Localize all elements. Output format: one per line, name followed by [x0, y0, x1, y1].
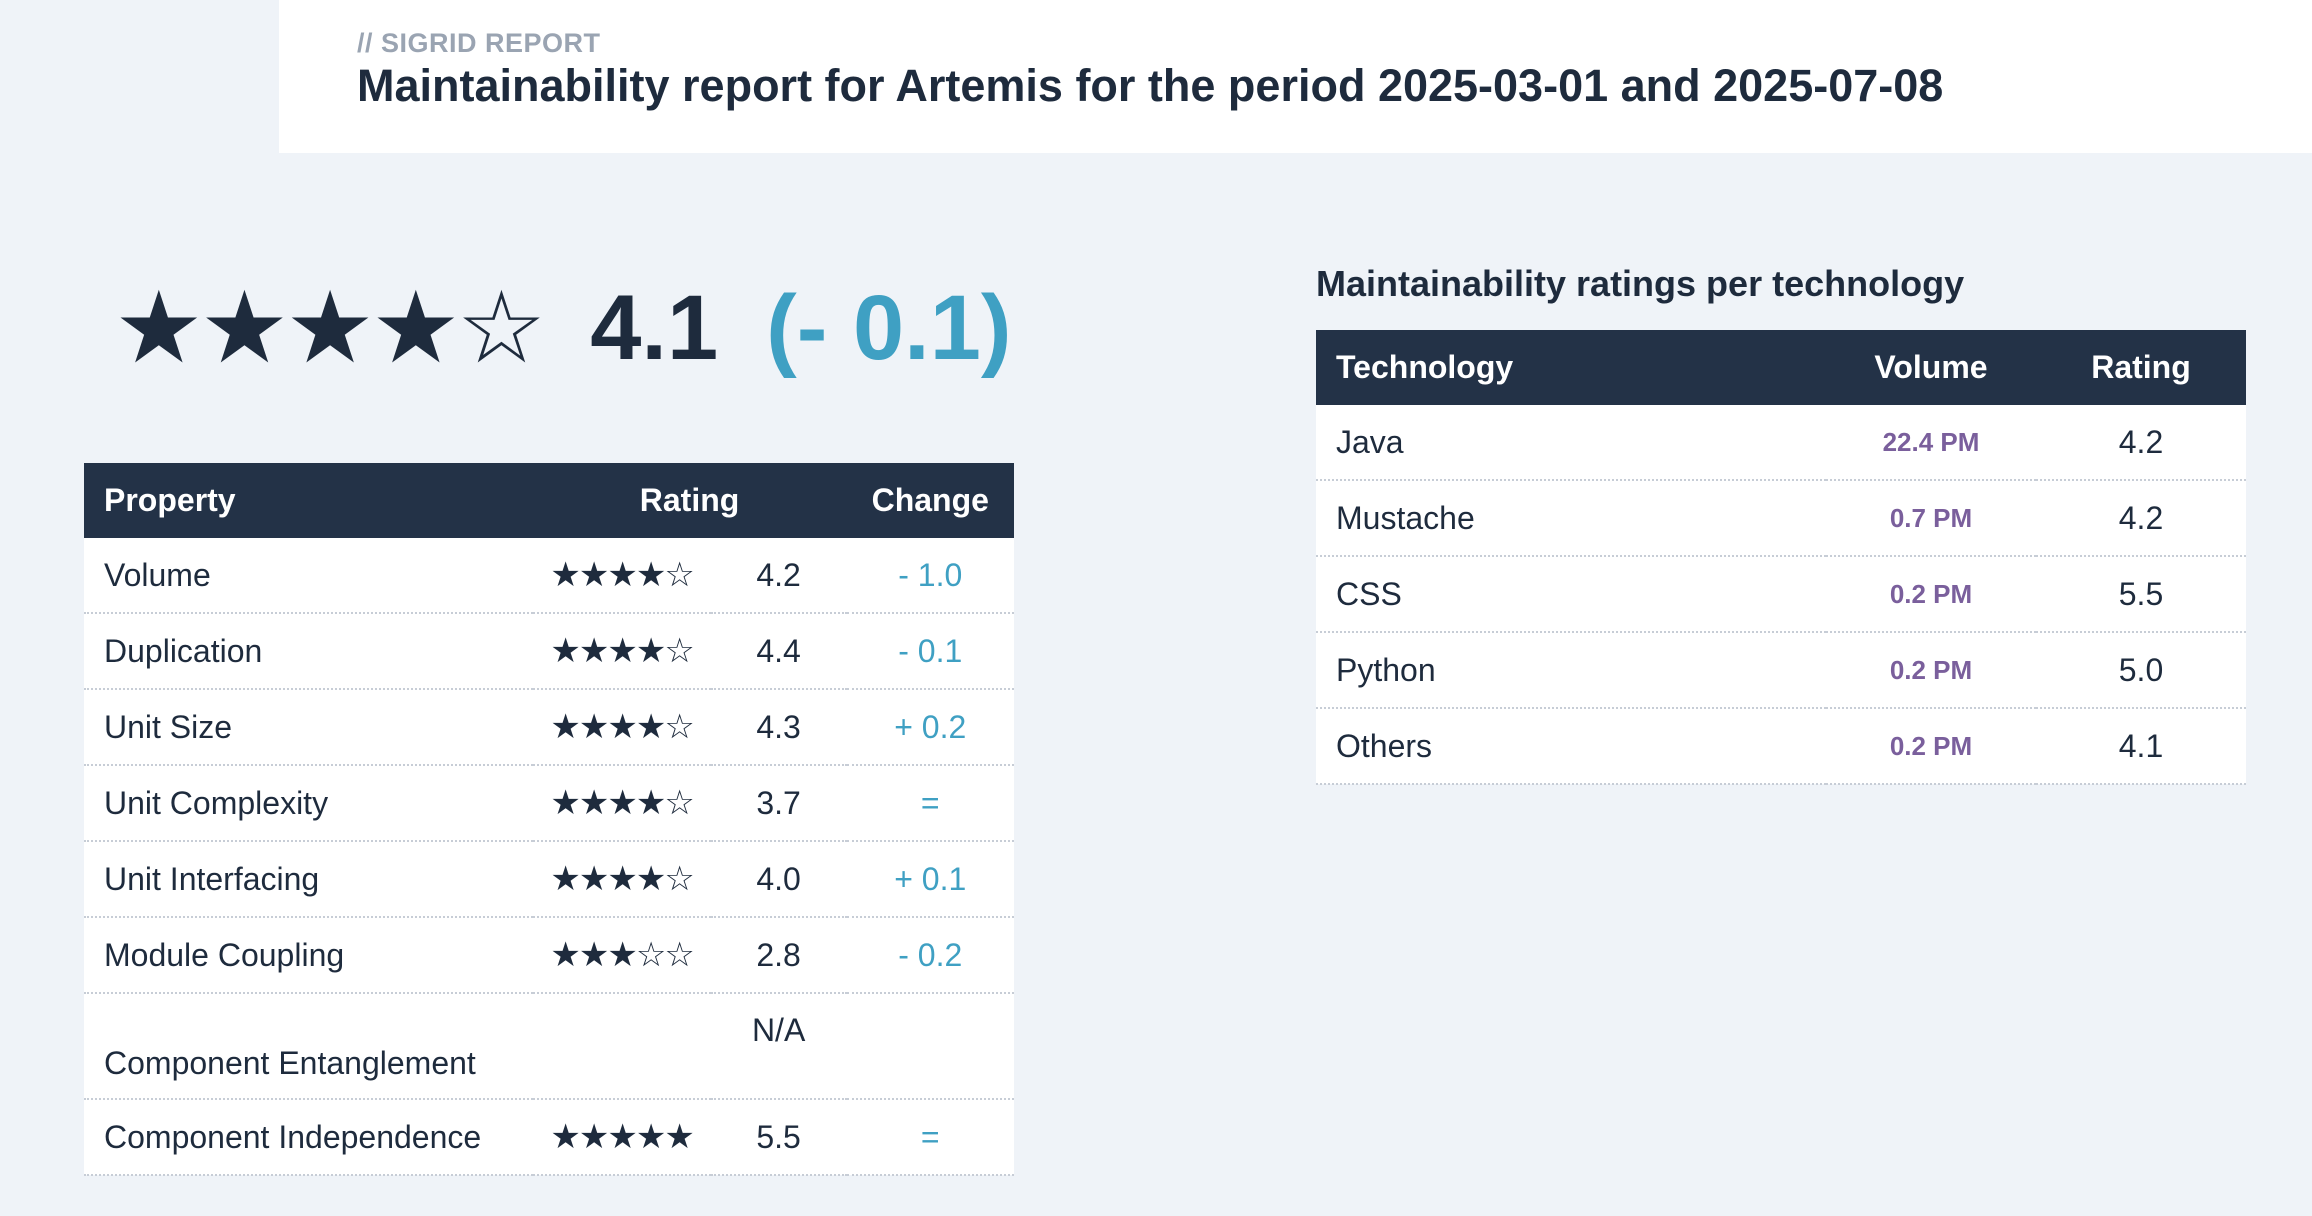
- table-row: Others 0.2 PM 4.1: [1316, 708, 2246, 785]
- rating-value: 4.4: [710, 613, 847, 690]
- rating-change: - 0.1: [846, 613, 1014, 690]
- header-change: Change: [846, 463, 1014, 538]
- rating-value: 4.3: [710, 689, 847, 766]
- overall-score: 4.1: [590, 277, 719, 379]
- table-row: Mustache 0.7 PM 4.2: [1316, 480, 2246, 557]
- overall-rating: ★★★★☆ 4.1 (- 0.1): [114, 268, 1012, 388]
- rating-value: 5.5: [710, 1099, 847, 1176]
- table-row: Python 0.2 PM 5.0: [1316, 632, 2246, 709]
- rating-change: + 0.2: [846, 689, 1014, 766]
- report-title: Maintainability report for Artemis for t…: [357, 60, 1944, 111]
- rating-change: [846, 993, 1014, 1100]
- technology-name: Mustache: [1316, 480, 1826, 557]
- table-row: CSS 0.2 PM 5.5: [1316, 556, 2246, 633]
- rating-stars-icon: ★★★★★: [532, 1099, 711, 1176]
- header-tech-rating: Rating: [2036, 330, 2246, 405]
- property-table: Property Rating Change Volume ★★★★☆ 4.2 …: [84, 463, 1014, 1176]
- rating-stars-icon: ★★★★☆: [532, 841, 711, 918]
- rating-stars-icon: [532, 993, 711, 1100]
- rating-change: + 0.1: [846, 841, 1014, 918]
- rating-change: - 1.0: [846, 538, 1014, 614]
- property-name: Duplication: [84, 613, 533, 690]
- property-name: Unit Size: [84, 689, 533, 766]
- technology-name: CSS: [1316, 556, 1826, 633]
- technology-rating: 5.5: [2036, 556, 2246, 633]
- technology-volume: 0.2 PM: [1826, 708, 2036, 785]
- technology-table: Technology Volume Rating Java 22.4 PM 4.…: [1316, 330, 2246, 785]
- table-row: Component Entanglement N/A: [84, 993, 1014, 1100]
- rating-stars-icon: ★★★★☆: [532, 765, 711, 842]
- property-name: Component Independence: [84, 1099, 533, 1176]
- technology-name: Java: [1316, 405, 1826, 481]
- report-kicker: // SIGRID REPORT: [357, 28, 601, 58]
- technology-volume: 22.4 PM: [1826, 405, 2036, 481]
- rating-stars-icon: ★★★☆☆: [532, 917, 711, 994]
- rating-change: - 0.2: [846, 917, 1014, 994]
- technology-section-title: Maintainability ratings per technology: [1316, 263, 1965, 304]
- property-name: Module Coupling: [84, 917, 533, 994]
- property-name: Volume: [84, 538, 533, 614]
- table-row: Component Independence ★★★★★ 5.5 =: [84, 1099, 1014, 1176]
- rating-value: 3.7: [710, 765, 847, 842]
- technology-volume: 0.7 PM: [1826, 480, 2036, 557]
- rating-value: 2.8: [710, 917, 847, 994]
- header-technology: Technology: [1316, 330, 1826, 405]
- rating-stars-icon: ★★★★☆: [532, 538, 711, 614]
- technology-rating: 4.2: [2036, 405, 2246, 481]
- overall-stars-icon: ★★★★☆: [114, 272, 546, 384]
- technology-table-header: Technology Volume Rating: [1316, 330, 2246, 405]
- table-row: Unit Interfacing ★★★★☆ 4.0 + 0.1: [84, 841, 1014, 918]
- table-row: Duplication ★★★★☆ 4.4 - 0.1: [84, 613, 1014, 690]
- table-row: Unit Size ★★★★☆ 4.3 + 0.2: [84, 689, 1014, 766]
- table-row: Module Coupling ★★★☆☆ 2.8 - 0.2: [84, 917, 1014, 994]
- property-table-header: Property Rating Change: [84, 463, 1014, 538]
- report-header: // SIGRID REPORT Maintainability report …: [279, 0, 2312, 153]
- header-volume: Volume: [1826, 330, 2036, 405]
- technology-name: Others: [1316, 708, 1826, 785]
- technology-volume: 0.2 PM: [1826, 632, 2036, 709]
- technology-rating: 4.1: [2036, 708, 2246, 785]
- table-row: Unit Complexity ★★★★☆ 3.7 =: [84, 765, 1014, 842]
- rating-stars-icon: ★★★★☆: [532, 613, 711, 690]
- property-name: Unit Complexity: [84, 765, 533, 842]
- property-name: Unit Interfacing: [84, 841, 533, 918]
- technology-rating: 4.2: [2036, 480, 2246, 557]
- rating-change: =: [846, 765, 1014, 842]
- table-row: Java 22.4 PM 4.2: [1316, 405, 2246, 481]
- header-property: Property: [84, 463, 533, 538]
- rating-stars-icon: ★★★★☆: [532, 689, 711, 766]
- rating-value: 4.2: [710, 538, 847, 614]
- table-row: Volume ★★★★☆ 4.2 - 1.0: [84, 538, 1014, 614]
- rating-value: N/A: [710, 993, 847, 1100]
- technology-rating: 5.0: [2036, 632, 2246, 709]
- technology-name: Python: [1316, 632, 1826, 709]
- rating-value: 4.0: [710, 841, 847, 918]
- property-name: Component Entanglement: [84, 993, 533, 1100]
- overall-change: (- 0.1): [766, 277, 1012, 379]
- header-rating: Rating: [532, 463, 847, 538]
- technology-volume: 0.2 PM: [1826, 556, 2036, 633]
- rating-change: =: [846, 1099, 1014, 1176]
